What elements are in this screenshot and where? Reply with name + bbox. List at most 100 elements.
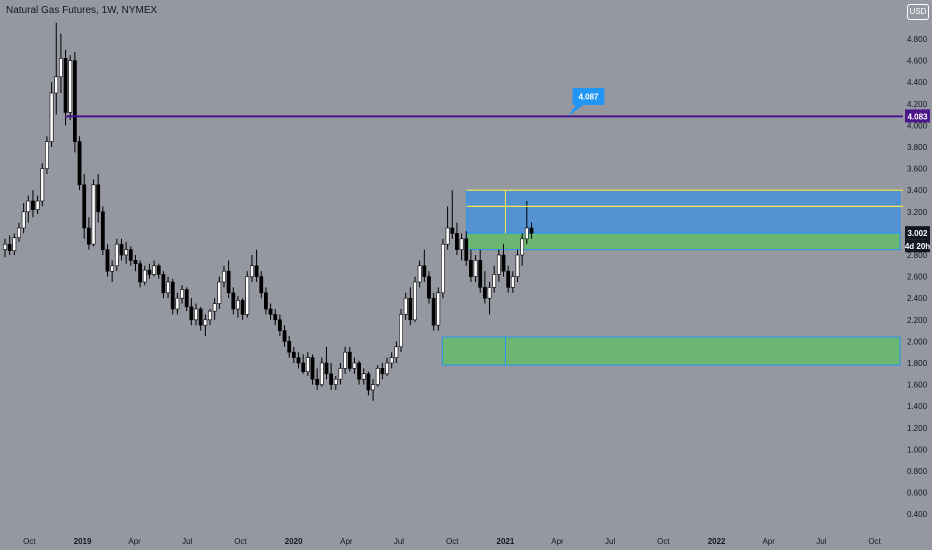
candle (427, 271, 431, 304)
candle-body (310, 357, 315, 380)
candle-body (203, 319, 208, 326)
candle (259, 271, 264, 299)
candle-body (72, 60, 77, 142)
countdown-label: 4d 20h (905, 239, 930, 253)
candle (469, 249, 473, 282)
candle-body (63, 58, 68, 113)
y-tick-label: 4.800 (907, 35, 928, 44)
currency-badge[interactable]: USD (907, 4, 929, 20)
candle-body (408, 297, 413, 321)
candle (268, 303, 273, 320)
candle-body (240, 300, 245, 315)
candle-body (338, 368, 343, 380)
candle (203, 314, 208, 336)
candle (403, 292, 408, 320)
candle-body (343, 351, 348, 369)
candle-body (156, 265, 161, 275)
candle (296, 352, 301, 369)
candle (301, 354, 306, 374)
candle (333, 375, 338, 390)
candle-body (296, 357, 301, 364)
candle-body (291, 351, 296, 358)
candle-body (96, 184, 101, 213)
candle-body (77, 141, 82, 186)
y-axis: 4.800 4.600 4.400 4.200 4.000 3.800 3.600 3.400… (907, 35, 928, 519)
candle (12, 233, 17, 255)
callout-box (572, 88, 605, 106)
candle (282, 325, 287, 347)
candle-body (166, 281, 170, 294)
candle (524, 201, 529, 245)
candle (394, 341, 399, 363)
y-tick-label: 1.400 (907, 402, 928, 411)
candle-body (496, 254, 501, 275)
candle (305, 352, 310, 376)
price-callout: 4.087 (568, 88, 605, 117)
candle-body (403, 297, 408, 315)
x-axis: Oct 2019 Apr Jul Oct 2020 Apr Jul Oct 2021 Apr Jul O… (23, 537, 881, 546)
candle-body (450, 227, 455, 234)
candle-body (45, 141, 49, 169)
candle-body (138, 263, 143, 283)
candle-body (389, 357, 394, 364)
y-tick-label: 4.200 (907, 100, 928, 109)
candle (310, 354, 315, 385)
axis-price-label-text: 3.002 (907, 229, 928, 238)
candle (315, 368, 320, 390)
candle-body (12, 237, 17, 251)
candle-body (459, 238, 464, 250)
candle-body (427, 276, 431, 299)
candle-body (212, 303, 217, 312)
candle-body (455, 233, 459, 250)
candle-body (329, 373, 334, 385)
candle (68, 55, 73, 120)
y-tick-label: 3.600 (907, 165, 928, 174)
candle (231, 287, 236, 315)
candle-body (254, 265, 259, 277)
candle-body (175, 297, 180, 310)
candle-body (277, 319, 282, 331)
candle-body (170, 281, 175, 310)
candle (236, 296, 240, 318)
candle-body (35, 200, 40, 210)
candle-body (287, 341, 292, 353)
candle (487, 282, 492, 315)
candle-body (231, 292, 236, 310)
candle (445, 206, 450, 250)
candle (198, 306, 203, 331)
y-tick-label: 2.400 (907, 294, 928, 303)
candle (54, 22, 59, 115)
candle (166, 276, 170, 299)
candle-body (524, 227, 529, 240)
candle-body (17, 227, 21, 239)
candle (138, 260, 143, 288)
candle (366, 371, 371, 396)
y-tick-label: 1.800 (907, 359, 928, 368)
candle-body (68, 60, 73, 113)
candle-body (464, 238, 469, 261)
candle-body (282, 330, 287, 342)
candle (189, 298, 194, 326)
candle (208, 309, 212, 326)
candle (194, 303, 198, 326)
candle (212, 298, 217, 320)
candle (7, 235, 12, 255)
candle-body (319, 362, 324, 385)
candle (441, 238, 445, 299)
x-tick-label: Oct (657, 537, 670, 546)
candle (329, 363, 334, 390)
x-tick-label: Jul (816, 537, 826, 546)
candle (119, 238, 124, 261)
y-tick-label: 2.800 (907, 251, 928, 260)
x-tick-label: Oct (446, 537, 459, 546)
callout-pointer (568, 104, 585, 117)
candle (399, 309, 403, 353)
x-tick-label: 2020 (285, 537, 303, 546)
candle (17, 222, 21, 243)
candle (250, 255, 254, 282)
axis-price-label-bg (905, 109, 930, 123)
candle (520, 233, 525, 266)
candle-body (180, 289, 184, 299)
candle (77, 136, 82, 191)
